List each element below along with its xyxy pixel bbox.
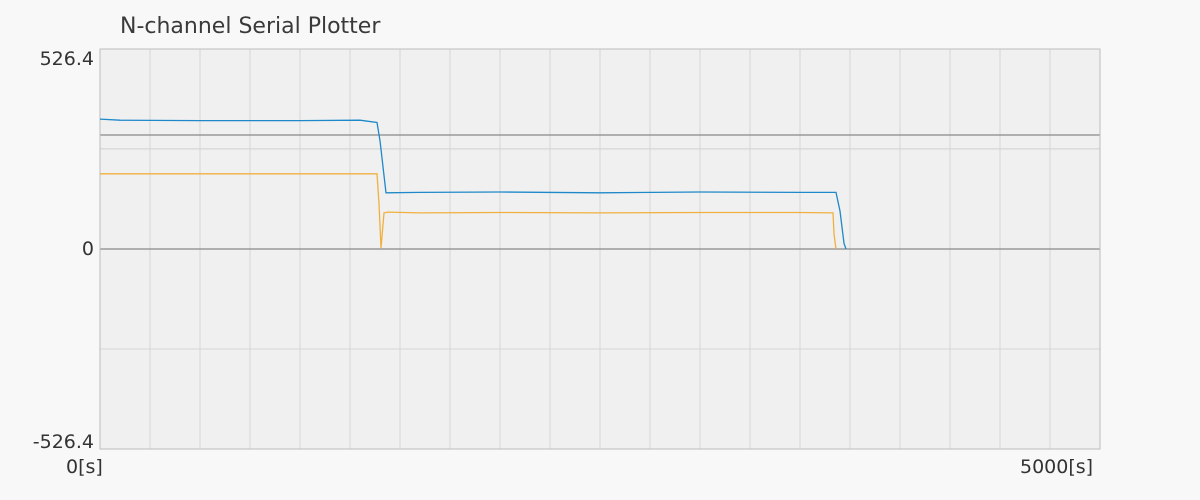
chart-title: N-channel Serial Plotter [120, 14, 381, 39]
x-tick-label-start: 0[s] [66, 456, 103, 478]
x-tick-label-end: 5000[s] [1020, 456, 1094, 478]
series-line-1 [99, 118, 847, 250]
plot-border [99, 48, 1101, 450]
y-tick-label-bottom: -526.4 [32, 431, 94, 453]
y-tick-label-zero: 0 [81, 238, 94, 260]
series-line-2 [100, 173, 837, 250]
y-tick-label-top: 526.4 [39, 48, 94, 70]
